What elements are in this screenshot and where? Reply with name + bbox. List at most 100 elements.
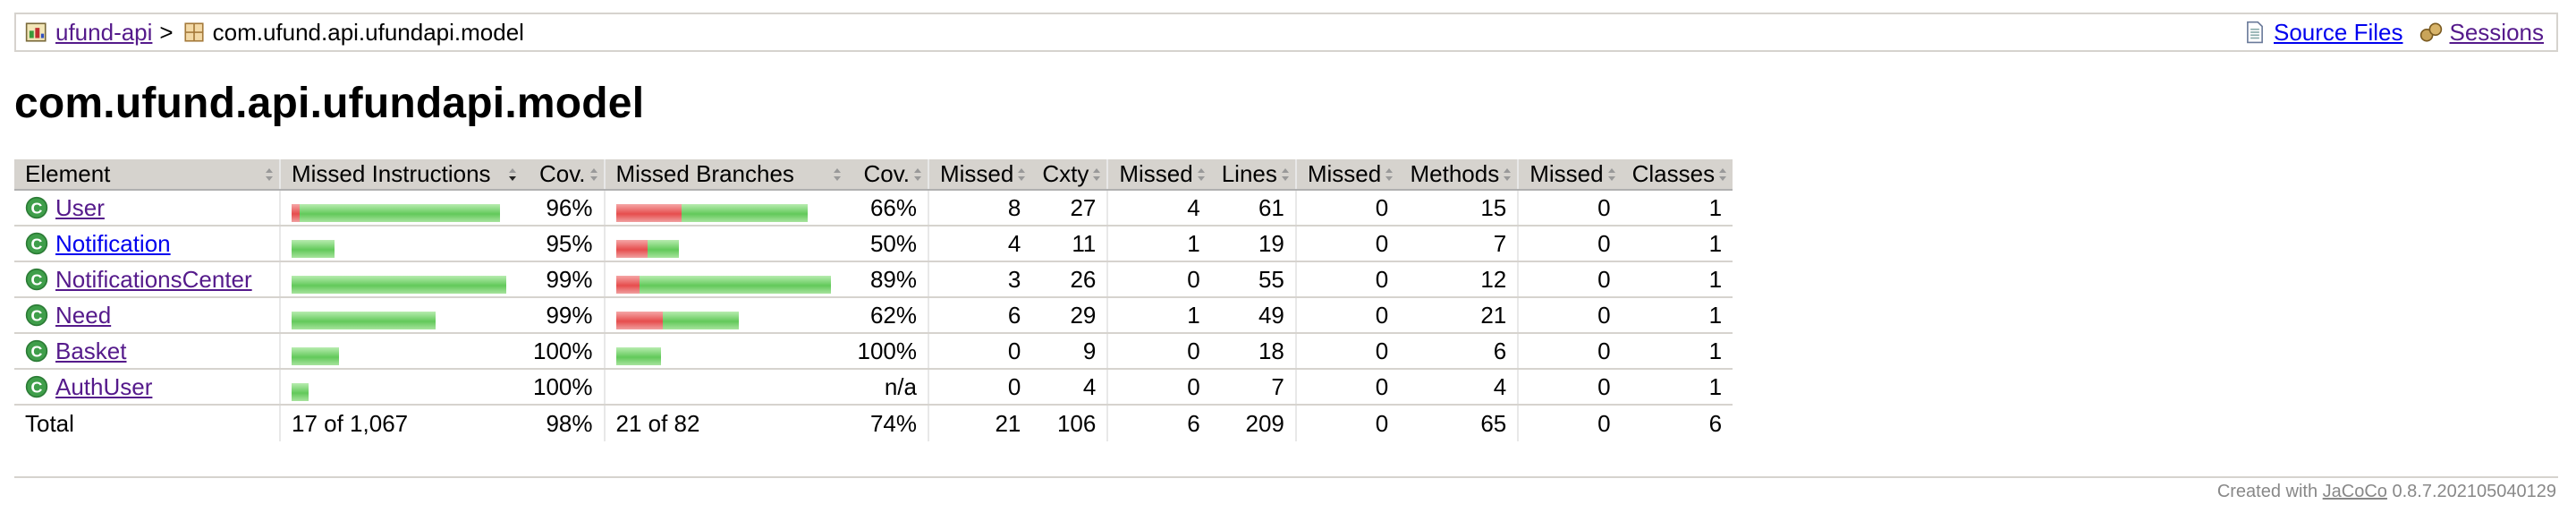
sort-desc-icon — [509, 167, 516, 181]
instructions-coverage-bar — [292, 201, 500, 222]
missed-classes-cell: 0 — [1517, 190, 1622, 227]
instructions-bar-cell — [279, 190, 522, 227]
coverage-table: Element Missed Instructions Cov. Missed … — [14, 159, 1733, 441]
missed-classes-cell: 0 — [1517, 261, 1622, 298]
instructions-missed-segment — [292, 203, 300, 222]
col-instr-cov[interactable]: Cov. — [522, 159, 605, 191]
instructions-covered-segment — [300, 203, 500, 222]
class-link[interactable]: Notification — [55, 229, 171, 257]
missed-methods-cell: 0 — [1294, 261, 1400, 298]
jacoco-link[interactable]: JaCoCo — [2322, 482, 2387, 501]
source-files-link[interactable]: Source Files — [2274, 19, 2403, 46]
col-missed-branches-label: Missed Branches — [615, 160, 794, 187]
col-methods[interactable]: Methods — [1399, 159, 1519, 191]
col-missed-cxty[interactable]: Missed — [927, 159, 1032, 191]
branches-coverage-bar — [615, 236, 679, 258]
lines-cell: 19 — [1210, 226, 1296, 262]
class-icon: C — [25, 303, 48, 327]
methods-cell: 21 — [1399, 297, 1519, 334]
classes-cell: 1 — [1621, 297, 1733, 334]
col-cxty[interactable]: Cxty — [1031, 159, 1108, 191]
sort-icon — [589, 167, 597, 181]
breadcrumb-separator: > — [159, 19, 174, 46]
total-instr-cov: 98% — [546, 409, 593, 437]
instructions-coverage-bar — [292, 236, 335, 258]
branches-missed-segment — [615, 203, 682, 222]
branches-coverage-bar — [615, 272, 831, 294]
col-branch-cov[interactable]: Cov. — [846, 159, 928, 191]
instr-cov-cell: 95% — [522, 226, 605, 262]
instr-cov-cell: 99% — [522, 297, 605, 334]
total-classes: 6 — [1708, 409, 1723, 437]
class-link[interactable]: Basket — [55, 337, 127, 364]
col-missed-branches[interactable]: Missed Branches — [603, 159, 847, 191]
cxty-cell: 26 — [1031, 261, 1108, 298]
instructions-covered-segment — [292, 311, 436, 329]
col-missed-classes[interactable]: Missed — [1517, 159, 1622, 191]
col-methods-label: Methods — [1410, 160, 1500, 187]
branch-cov-cell: n/a — [846, 369, 928, 406]
class-link[interactable]: NotificationsCenter — [55, 265, 252, 293]
missed-classes-cell: 0 — [1517, 297, 1622, 334]
total-lines: 209 — [1245, 409, 1284, 437]
instructions-bar-cell — [279, 369, 522, 406]
lines-cell: 49 — [1210, 297, 1296, 334]
branch-cov-cell: 100% — [846, 333, 928, 370]
col-missed-lines[interactable]: Missed — [1106, 159, 1211, 191]
methods-cell: 4 — [1399, 369, 1519, 406]
table-row: C Need 99% 62% 6 29 1 49 0 21 0 1 — [14, 297, 1733, 334]
missed-classes-cell: 0 — [1517, 226, 1622, 262]
breadcrumb: ufund-api > com.ufund.api.ufundapi.model… — [14, 13, 2558, 52]
breadcrumb-project-link[interactable]: ufund-api — [55, 19, 153, 46]
table-row: C User 96% 66% 8 27 4 61 0 15 0 1 — [14, 190, 1733, 227]
branches-missed-segment — [615, 311, 663, 329]
table-row: C NotificationsCenter 99% 89% 3 26 0 55 0 12 0 1 — [14, 261, 1733, 298]
classes-cell: 1 — [1621, 261, 1733, 298]
missed-lines-cell: 4 — [1106, 190, 1211, 227]
methods-cell: 12 — [1399, 261, 1519, 298]
element-cell: C User — [14, 190, 280, 227]
instr-cov-cell: 100% — [522, 333, 605, 370]
breadcrumb-package: com.ufund.api.ufundapi.model — [212, 19, 524, 46]
total-cxty: 106 — [1056, 409, 1097, 437]
branches-bar-cell — [603, 261, 847, 298]
sort-icon — [1385, 167, 1394, 181]
missed-lines-cell: 1 — [1106, 297, 1211, 334]
col-classes-label: Classes — [1631, 160, 1716, 187]
sessions-link[interactable]: Sessions — [2449, 19, 2545, 46]
col-missed-instructions[interactable]: Missed Instructions — [279, 159, 522, 191]
branch-cov-cell: 89% — [846, 261, 928, 298]
element-cell: C Basket — [14, 333, 280, 370]
class-icon: C — [25, 196, 48, 219]
missed-cxty-cell: 0 — [927, 369, 1032, 406]
svg-text:C: C — [31, 343, 43, 361]
instructions-bar-cell — [279, 333, 522, 370]
svg-text:C: C — [31, 379, 43, 397]
footer-prefix: Created with — [2216, 482, 2318, 501]
col-lines[interactable]: Lines — [1210, 159, 1296, 191]
class-link[interactable]: Need — [55, 301, 112, 329]
branch-cov-cell: 62% — [846, 297, 928, 334]
class-link[interactable]: User — [55, 193, 105, 221]
missed-cxty-cell: 0 — [927, 333, 1032, 370]
table-row: C Notification 95% 50% 4 11 1 19 0 7 0 1 — [14, 226, 1733, 262]
sort-icon — [1093, 167, 1101, 181]
missed-methods-cell: 0 — [1294, 369, 1400, 406]
missed-cxty-cell: 4 — [927, 226, 1032, 262]
class-icon: C — [25, 232, 48, 255]
col-missed-methods[interactable]: Missed — [1294, 159, 1400, 191]
total-missed-classes: 0 — [1517, 405, 1622, 441]
col-classes[interactable]: Classes — [1621, 159, 1733, 191]
footer-divider — [14, 476, 2558, 478]
branches-covered-segment — [639, 275, 831, 294]
methods-cell: 15 — [1399, 190, 1519, 227]
lines-cell: 7 — [1210, 369, 1296, 406]
sort-icon — [1504, 167, 1512, 181]
class-link[interactable]: AuthUser — [55, 372, 153, 400]
element-cell: C Notification — [14, 226, 280, 262]
classes-cell: 1 — [1621, 190, 1733, 227]
col-element[interactable]: Element — [14, 159, 280, 191]
total-missed-cxty: 21 — [927, 405, 1032, 441]
sort-icon — [1719, 167, 1727, 181]
element-cell: C Need — [14, 297, 280, 334]
